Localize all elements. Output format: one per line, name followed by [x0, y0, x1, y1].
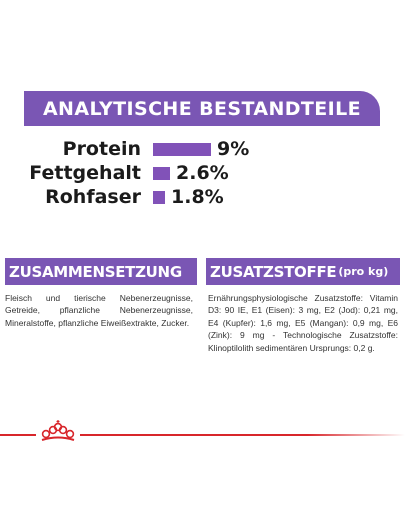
nutrient-row-fat: Fettgehalt 2.6% [0, 161, 405, 185]
nutrient-bar [153, 191, 165, 204]
composition-header: ZUSAMMENSETZUNG [5, 258, 197, 285]
nutrient-label: Rohfaser [45, 186, 141, 208]
composition-title: ZUSAMMENSETZUNG [9, 262, 182, 281]
additives-header: ZUSATZSTOFFE (pro kg) [206, 258, 400, 285]
nutrient-value: 9% [217, 138, 250, 160]
nutrient-value: 1.8% [171, 186, 224, 208]
nutrient-bar [153, 143, 211, 156]
header-title: ANALYTISCHE BESTANDTEILE [42, 97, 362, 120]
nutrient-bar [153, 167, 170, 180]
nutrient-row-protein: Protein 9% [0, 137, 405, 161]
brand-line-right [80, 434, 405, 436]
additives-unit: (pro kg) [338, 265, 389, 278]
nutrient-row-fiber: Rohfaser 1.8% [0, 185, 405, 209]
analytical-constituents-header: ANALYTISCHE BESTANDTEILE [24, 91, 380, 126]
nutrient-label: Fettgehalt [29, 162, 141, 184]
additives-title: ZUSATZSTOFFE [210, 262, 337, 281]
nutrient-value: 2.6% [176, 162, 229, 184]
royal-crown-icon [41, 420, 75, 441]
brand-line-left [0, 434, 36, 436]
nutrient-label: Protein [62, 138, 141, 160]
additives-text: Ernährungsphysiologische Zusatzstoffe: V… [208, 293, 398, 353]
brand-divider [0, 432, 405, 438]
composition-text: Fleisch und tierische Nebenerzeugnisse, … [5, 293, 193, 328]
